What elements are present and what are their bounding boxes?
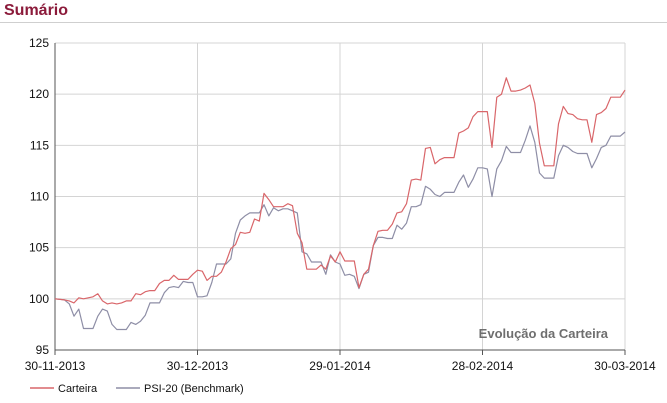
series-line-psi-20-benchmark <box>54 125 626 331</box>
y-tick-label: 100 <box>29 292 49 306</box>
y-tick-label: 120 <box>29 87 49 101</box>
title-divider <box>0 22 667 23</box>
chart-annotation: Evolução da Carteira <box>479 326 609 341</box>
legend-label: PSI-20 (Benchmark) <box>144 383 244 395</box>
y-tick-label: 110 <box>30 190 49 204</box>
x-tick-label: 28-02-2014 <box>452 359 514 373</box>
series-line-carteira <box>54 77 626 305</box>
x-tick-label: 30-03-2014 <box>594 359 656 373</box>
legend-label: Carteira <box>58 383 98 395</box>
x-tick-label: 30-12-2013 <box>167 359 229 373</box>
x-tick-label: 29-01-2014 <box>309 359 371 373</box>
chart-grid <box>54 42 626 351</box>
y-tick-label: 105 <box>29 241 49 255</box>
page-title: Sumário <box>4 2 69 19</box>
x-tick-label: 30-11-2013 <box>25 359 86 373</box>
y-tick-label: 95 <box>36 343 50 357</box>
y-tick-label: 115 <box>30 138 49 152</box>
y-tick-label: 125 <box>29 36 49 50</box>
chart-legend: Carteira PSI-20 (Benchmark) <box>30 383 244 395</box>
chart-series <box>54 77 626 331</box>
